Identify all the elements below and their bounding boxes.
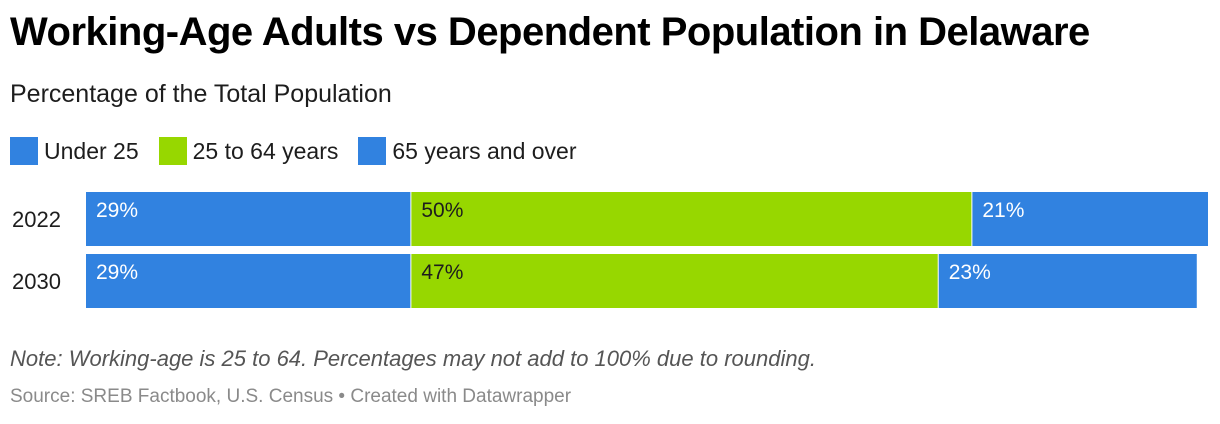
legend: Under 25 25 to 64 years 65 years and ove… <box>10 136 597 166</box>
bar-segment-2030-1 <box>411 254 938 308</box>
chart-note: Note: Working-age is 25 to 64. Percentag… <box>10 346 816 371</box>
legend-item-25-to-64: 25 to 64 years <box>158 137 339 165</box>
bar-value-label-2030-2: 23% <box>949 261 991 284</box>
legend-swatch-65-and-over <box>358 137 387 165</box>
bar-value-label-2022-0: 29% <box>96 199 138 222</box>
category-label-2022: 2022 <box>12 207 61 232</box>
bar-segment-2030-0 <box>86 254 411 308</box>
category-label-2030: 2030 <box>12 269 61 294</box>
bar-segment-2022-0 <box>86 192 411 246</box>
legend-label-65-and-over: 65 years and over <box>392 137 577 164</box>
bar-value-label-2030-0: 29% <box>96 261 138 284</box>
bar-value-label-2030-1: 47% <box>421 261 463 284</box>
bar-segment-2022-2 <box>972 192 1208 246</box>
stacked-bar-chart: 2022 29% 50% 21% 2030 29% 47% 23% <box>12 192 1208 308</box>
legend-item-under-25: Under 25 <box>10 137 139 165</box>
bar-value-label-2022-2: 21% <box>982 199 1024 222</box>
chart-title: Working-Age Adults vs Dependent Populati… <box>10 10 1090 54</box>
bar-segment-2030-2 <box>938 254 1197 308</box>
chart-subtitle: Percentage of the Total Population <box>10 80 392 108</box>
bar-value-label-2022-1: 50% <box>421 199 463 222</box>
chart-source: Source: SREB Factbook, U.S. Census • Cre… <box>10 386 572 407</box>
legend-label-25-to-64: 25 to 64 years <box>192 137 339 164</box>
legend-swatch-under-25 <box>10 137 38 165</box>
legend-swatch-25-to-64 <box>158 137 187 165</box>
bar-segment-2022-1 <box>411 192 972 246</box>
legend-label-under-25: Under 25 <box>44 137 139 164</box>
legend-item-65-and-over: 65 years and over <box>358 137 577 165</box>
